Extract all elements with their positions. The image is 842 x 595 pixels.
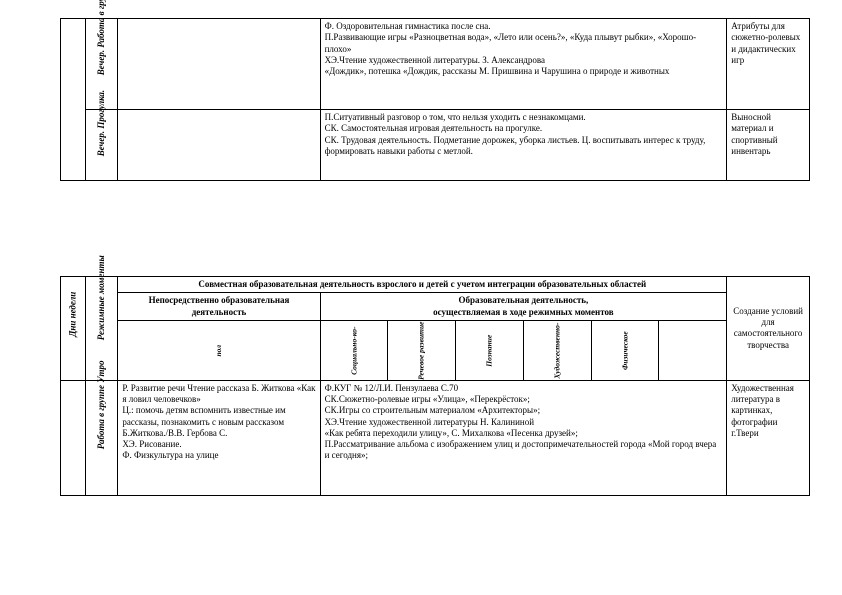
page: Вечер. Работа в группе Ф. Оздоровительна…: [0, 0, 842, 595]
bt-cat-4: Художественно-: [523, 320, 591, 380]
top-row-label-2: Вечер. Прогулка.: [86, 110, 118, 181]
bt-cat-2: Речевое развитие: [388, 320, 456, 380]
top-left-empty-2: [118, 110, 320, 181]
top-row-evening-group: Вечер. Работа в группе Ф. Оздоровительна…: [61, 19, 810, 110]
top-row-evening-walk: Вечер. Прогулка. П.Ситуативный разговор …: [61, 110, 810, 181]
bt-header-main: Совместная образовательная деятельность …: [118, 277, 727, 293]
bt-header-row-2: Непосредственно образовательная деятельн…: [61, 293, 810, 321]
bt-cat-0: пол: [118, 320, 320, 380]
top-right-1: Атрибуты для сюжетно-ролевых и дидактиче…: [727, 19, 810, 110]
bt-header-row-1: Дни недели Режимные моменты Совместная о…: [61, 277, 810, 293]
bt-header-right: Создание условий для самостоятельного тв…: [727, 277, 810, 381]
bt-header-row-3: пол Социально-ко- Речевое развитие Позна…: [61, 320, 810, 380]
bt-cat-3: Познание: [456, 320, 524, 380]
bottom-table: Дни недели Режимные моменты Совместная о…: [60, 276, 810, 496]
top-activities-2: П.Ситуативный разговор о том, что нельзя…: [320, 110, 727, 181]
top-table: Вечер. Работа в группе Ф. Оздоровительна…: [60, 18, 810, 181]
bt-day-header: Дни недели: [61, 277, 86, 381]
top-day-stub: [61, 19, 86, 181]
table-gap: [60, 181, 812, 276]
bt-header-mid: Образовательная деятельность, осуществля…: [320, 293, 727, 321]
top-activities-1: Ф. Оздоровительная гимнастика после сна.…: [320, 19, 727, 110]
bt-mid-cell: Ф.КУГ № 12/Л.И. Пензулаева С.70 СК.Сюжет…: [320, 380, 727, 495]
top-right-2: Выносной материал и спортивный инвентарь: [727, 110, 810, 181]
bt-row-label: Работа в группе Утро: [86, 380, 118, 495]
bt-content-row: Работа в группе Утро Р. Развитие речи Чт…: [61, 380, 810, 495]
bt-cat-1: Социально-ко-: [320, 320, 388, 380]
bt-cat-5: Физическое: [591, 320, 659, 380]
bt-day-stub: [61, 380, 86, 495]
bt-right-cell: Художественная литература в картинках, ф…: [727, 380, 810, 495]
top-left-empty-1: [118, 19, 320, 110]
